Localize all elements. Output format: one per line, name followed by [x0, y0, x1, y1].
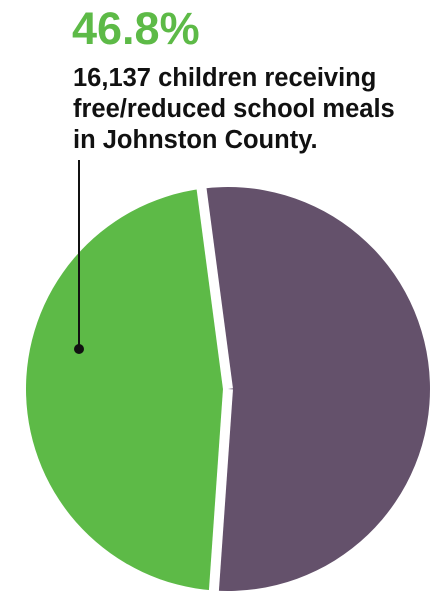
slice-separators [196, 184, 233, 591]
pie-slices [26, 186, 431, 591]
pie-slice [201, 186, 431, 591]
annotation-leader-dot [74, 344, 84, 354]
slice-separator [196, 184, 233, 390]
caption-line-2: free/reduced school meals [73, 95, 395, 123]
percent-label: 46.8% [72, 3, 200, 54]
caption-line-3: in Johnston County. [73, 126, 318, 154]
caption-line-1: 16,137 children receiving [73, 64, 376, 92]
pie-slice [26, 188, 228, 591]
slice-separator [208, 388, 233, 591]
